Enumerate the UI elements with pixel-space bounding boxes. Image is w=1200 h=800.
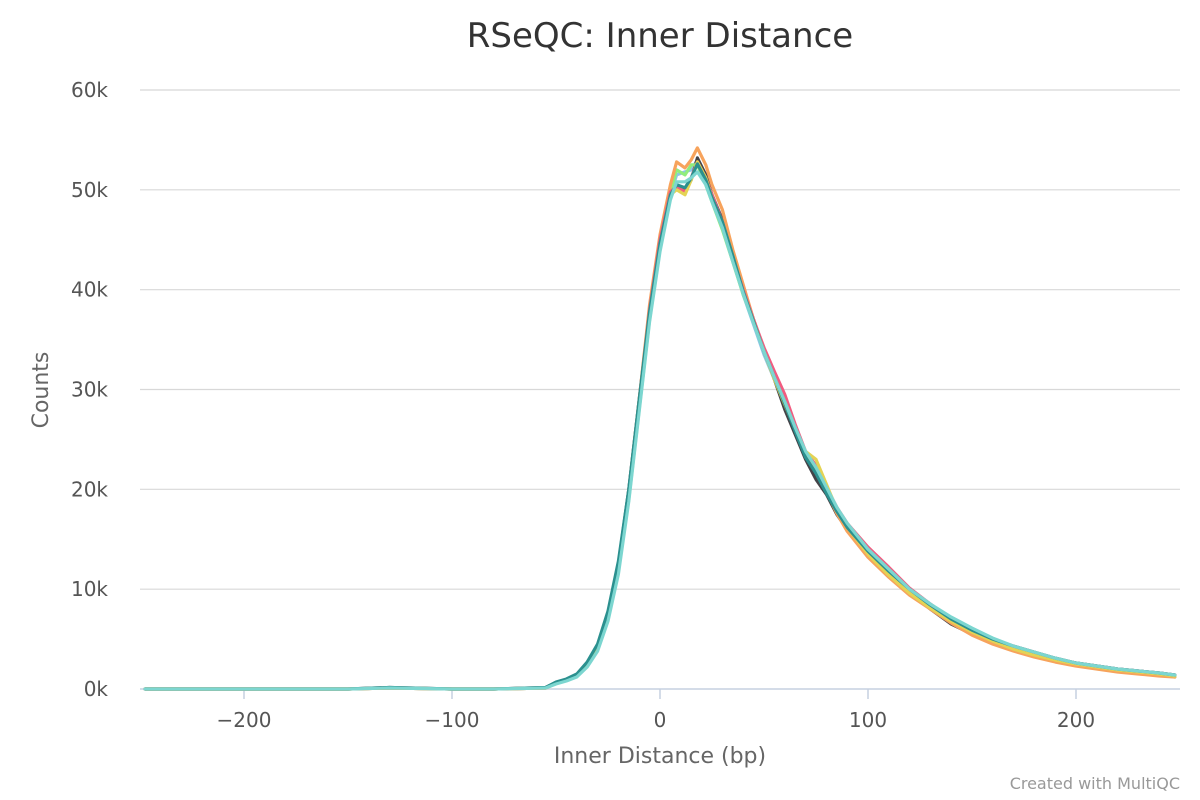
- y-tick-label: 40k: [71, 278, 108, 302]
- gridlines: [140, 89, 1180, 590]
- y-tick-label: 0k: [84, 677, 109, 701]
- x-tick-label: 200: [1057, 708, 1095, 732]
- x-axis-title: Inner Distance (bp): [554, 744, 766, 769]
- y-axis-title: Counts: [29, 352, 54, 429]
- y-tick-label: 60k: [71, 78, 108, 102]
- y-axis-ticks: 0k 10k 20k 30k 40k 50k 60k: [71, 78, 108, 701]
- x-tick-label: 0: [654, 708, 667, 732]
- series-group: [143, 146, 1177, 691]
- series-line-7[interactable]: [143, 162, 1177, 691]
- y-tick-label: 10k: [71, 577, 108, 601]
- x-tick-label: −100: [425, 708, 480, 732]
- credit-text[interactable]: Created with MultiQC: [1010, 774, 1180, 793]
- chart-title: RSeQC: Inner Distance: [467, 16, 853, 56]
- x-tick-label: −200: [217, 708, 272, 732]
- series-line-4[interactable]: [143, 146, 1177, 691]
- series-line-8[interactable]: [143, 170, 1177, 691]
- x-tick-label: 100: [849, 708, 887, 732]
- x-axis-ticks: −200 −100 0 100 200: [217, 689, 1095, 732]
- y-tick-label: 20k: [71, 477, 108, 501]
- y-tick-label: 30k: [71, 378, 108, 402]
- y-tick-label: 50k: [71, 178, 108, 202]
